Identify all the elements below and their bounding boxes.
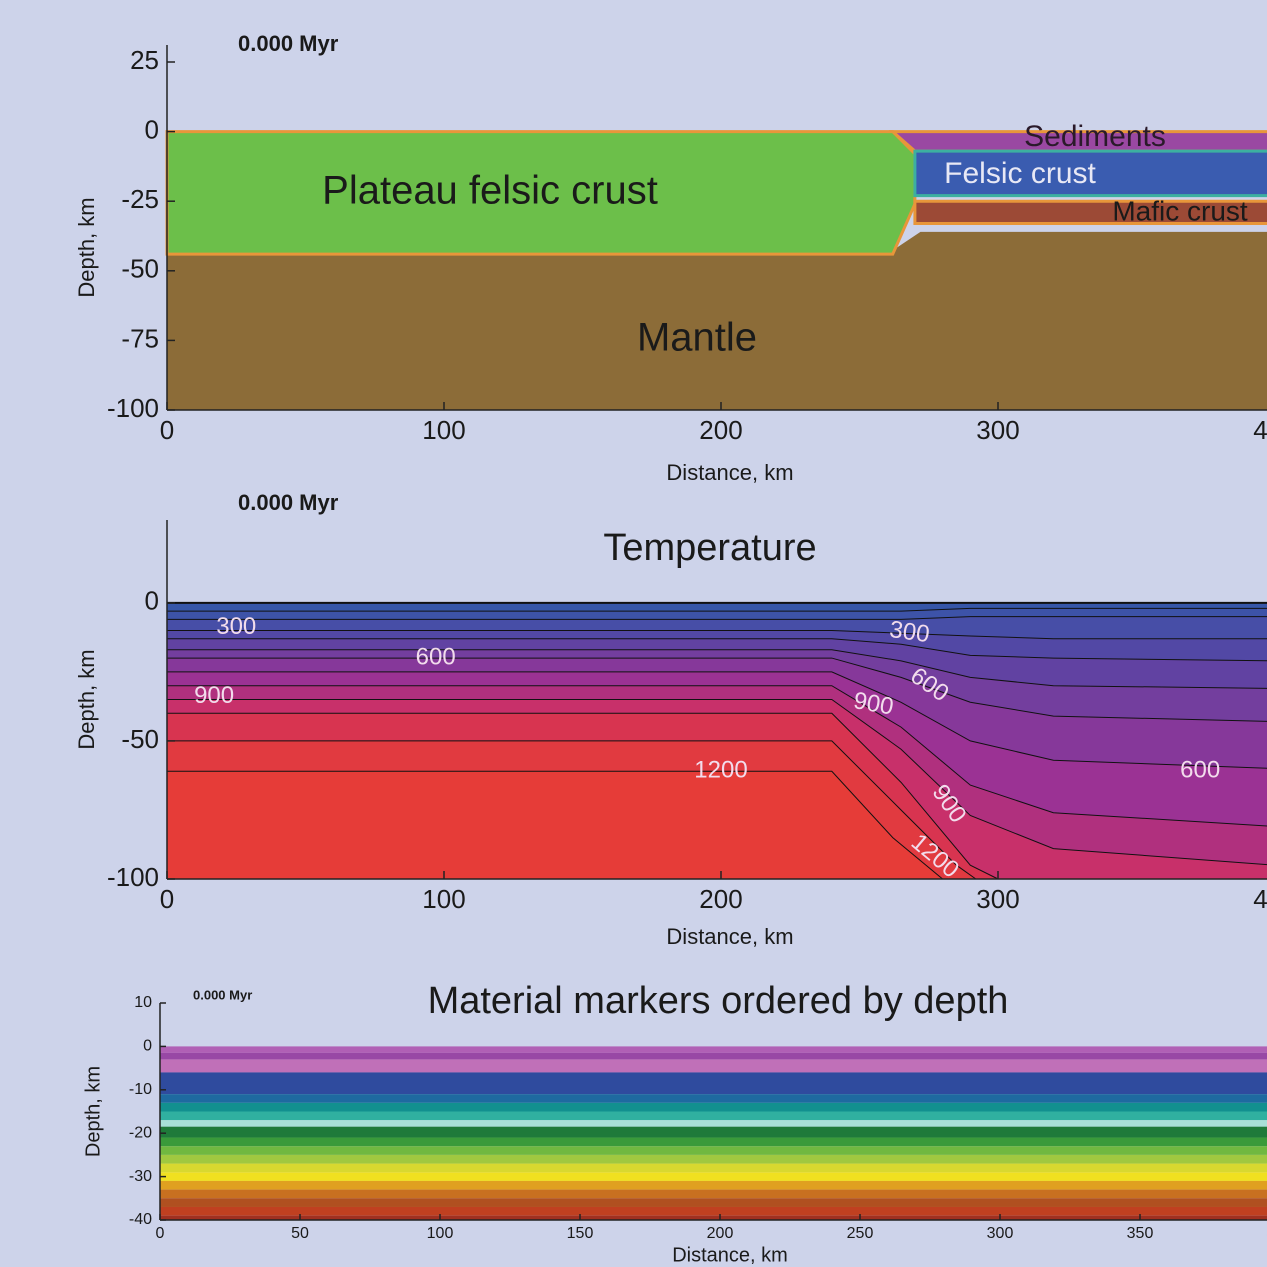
marker-band <box>160 1072 1267 1094</box>
y-tick-label: -10 <box>129 1081 152 1098</box>
x-tick-label: 400 <box>1253 884 1267 914</box>
x-tick-label: 250 <box>847 1225 874 1242</box>
x-tick-label: 200 <box>699 884 742 914</box>
y-tick-label: -100 <box>107 393 159 423</box>
x-tick-label: 150 <box>567 1225 594 1242</box>
marker-band <box>160 1190 1267 1199</box>
y-tick-label: -30 <box>129 1168 152 1185</box>
x-tick-label: 100 <box>422 415 465 445</box>
region-label: Felsic crust <box>944 157 1096 190</box>
x-tick-label: 200 <box>707 1225 734 1242</box>
marker-band <box>160 1181 1267 1190</box>
marker-band <box>160 1046 1267 1053</box>
x-axis-label: Distance, km <box>672 1244 788 1266</box>
region-label: Sediments <box>1024 120 1166 153</box>
y-tick-label: 10 <box>134 994 152 1011</box>
isotherm-label: 900 <box>194 682 234 709</box>
marker-band <box>160 1207 1267 1216</box>
isotherm-label: 600 <box>416 643 456 670</box>
x-tick-label: 100 <box>422 884 465 914</box>
marker-band <box>160 1155 1267 1164</box>
panel: Mantle Plateau felsic crust Sediments Felsi… <box>74 31 1267 485</box>
time-label: 0.000 Myr <box>238 490 339 515</box>
y-axis-label: Depth, km <box>82 1066 104 1157</box>
isotherm-label: 300 <box>888 616 931 648</box>
x-tick-label: 100 <box>427 1225 454 1242</box>
marker-band <box>160 1120 1267 1127</box>
x-axis-label: Distance, km <box>666 460 793 485</box>
panel: 30060090012003006009009001200600-100-500… <box>74 490 1267 949</box>
y-axis-label: Depth, km <box>74 649 99 749</box>
marker-band <box>160 1164 1267 1173</box>
region-label: Plateau felsic crust <box>322 169 658 213</box>
y-tick-label: 25 <box>130 45 159 75</box>
x-tick-label: 0 <box>156 1225 165 1242</box>
region-label: Mantle <box>637 316 757 360</box>
time-label: 0.000 Myr <box>193 987 252 1002</box>
y-tick-label: -40 <box>129 1211 152 1228</box>
isotherm-label: 1200 <box>694 757 747 784</box>
marker-band <box>160 1138 1267 1147</box>
y-tick-label: -20 <box>129 1124 152 1141</box>
y-tick-label: -25 <box>121 184 159 214</box>
x-tick-label: 0 <box>160 884 174 914</box>
y-tick-label: 0 <box>145 114 159 144</box>
x-tick-label: 400 <box>1253 415 1267 445</box>
panel-title: Temperature <box>603 527 816 569</box>
y-tick-label: 0 <box>143 1038 152 1055</box>
marker-band <box>160 1127 1267 1138</box>
x-tick-label: 300 <box>976 884 1019 914</box>
marker-band <box>160 1053 1267 1060</box>
marker-band <box>160 1112 1267 1121</box>
x-tick-label: 200 <box>699 415 742 445</box>
x-tick-label: 0 <box>160 415 174 445</box>
x-tick-label: 350 <box>1127 1225 1154 1242</box>
y-axis-label: Depth, km <box>74 197 99 297</box>
y-tick-label: 0 <box>145 586 159 616</box>
x-axis-label: Distance, km <box>666 924 793 949</box>
y-tick-label: -75 <box>121 323 159 353</box>
marker-band <box>160 1103 1267 1112</box>
y-tick-label: -100 <box>107 862 159 892</box>
x-tick-label: 300 <box>987 1225 1014 1242</box>
region-label: Mafic crust <box>1112 195 1248 226</box>
marker-band <box>160 1059 1267 1072</box>
x-tick-label: 50 <box>291 1225 309 1242</box>
panel: -40-30-20-10010050100150200250300350400D… <box>82 980 1267 1266</box>
y-tick-label: -50 <box>121 724 159 754</box>
marker-band <box>160 1172 1267 1181</box>
time-label: 0.000 Myr <box>238 31 339 56</box>
x-tick-label: 300 <box>976 415 1019 445</box>
marker-band <box>160 1094 1267 1103</box>
isotherm-label: 600 <box>1180 757 1220 784</box>
temperature-band <box>167 771 943 879</box>
isotherm-label: 300 <box>216 613 256 640</box>
page: {"chart_data": [ {"type": "section", "ti… <box>0 0 1267 1267</box>
marker-band <box>160 1198 1267 1207</box>
marker-band <box>160 1146 1267 1155</box>
panel-title: Material markers ordered by depth <box>428 980 1009 1022</box>
y-tick-label: -50 <box>121 254 159 284</box>
figure: Mantle Plateau felsic crust Sediments Felsi… <box>0 0 1267 1267</box>
